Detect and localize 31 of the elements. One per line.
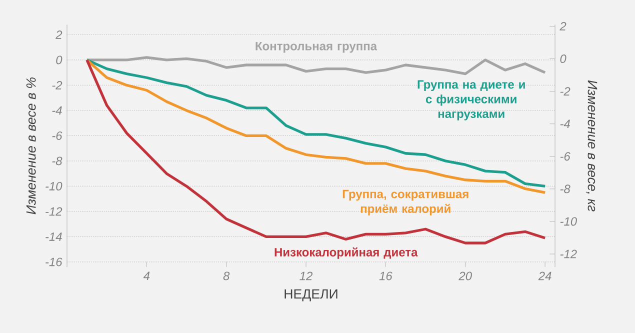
y-axis-title: Изменение в весе в % xyxy=(26,78,36,214)
y2-tick-label: -6 xyxy=(560,152,570,161)
x-tick-label: 24 xyxy=(538,272,552,280)
y-tick-label: -12 xyxy=(46,207,62,216)
y2-tick-label: -12 xyxy=(560,250,577,258)
y-tick-label: -6 xyxy=(52,131,62,140)
x-tick-label: 8 xyxy=(223,272,230,280)
x-tick-label: 20 xyxy=(458,272,472,280)
y-tick-label: -8 xyxy=(52,156,62,166)
x-tick-label: 12 xyxy=(300,272,313,280)
y2-tick-label: -10 xyxy=(560,217,577,226)
y2-tick-label: -4 xyxy=(560,120,570,128)
y2-tick-label: 0 xyxy=(560,54,566,64)
y-tick-label: -10 xyxy=(46,182,62,190)
y-tick-label: -4 xyxy=(52,106,62,115)
y-tick-label: -16 xyxy=(46,258,62,266)
y-tick-label: -14 xyxy=(46,232,62,241)
series-label: Контрольная группа xyxy=(256,42,378,53)
y2-tick-label: -2 xyxy=(560,87,570,96)
y-tick-label: -2 xyxy=(52,81,62,90)
y2-axis-title: Изменение в весе, кг xyxy=(586,80,598,212)
x-axis-title: НЕДЕЛИ xyxy=(284,289,338,302)
y-tick-label: 2 xyxy=(56,30,62,39)
text: Группа на диете и с физическими нагрузками xyxy=(418,80,525,120)
series-label: Группа, сократившая приём калорий xyxy=(342,190,468,216)
x-tick-label: 16 xyxy=(379,272,392,280)
y2-tick-label: -8 xyxy=(560,184,570,194)
x-tick-label: 4 xyxy=(143,272,150,280)
series-label: Низкокалорийная диета xyxy=(274,247,418,259)
y2-tick-label: 2 xyxy=(560,22,566,30)
y-tick-label: 0 xyxy=(56,56,62,64)
